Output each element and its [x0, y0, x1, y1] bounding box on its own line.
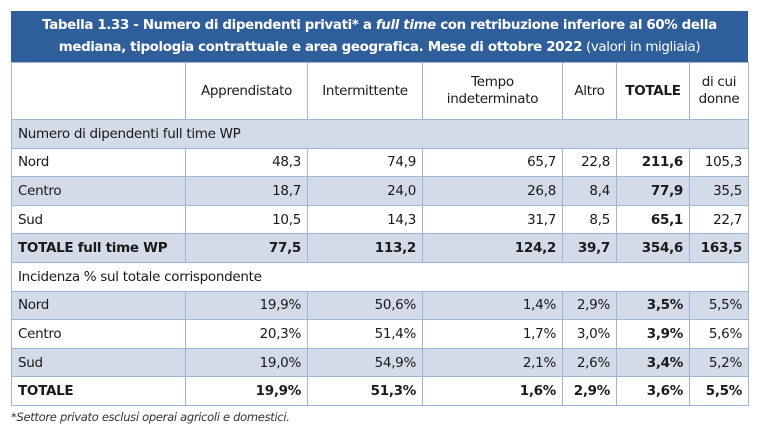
title-unit-note: (valori in migliaia) — [582, 40, 701, 55]
title-text-cont: con retribuzione inferiore al 60% della — [435, 18, 717, 33]
cell: 51,4% — [307, 319, 423, 349]
cell: 105,3 — [689, 147, 749, 178]
col-header-altro: Altro — [562, 62, 617, 120]
section-heading: Numero di dipendenti full time WP — [11, 119, 749, 149]
table-row: Sud 10,5 14,3 31,7 8,5 65,1 22,7 — [11, 204, 749, 235]
cell: 10,5 — [185, 204, 308, 235]
table-row: Centro 20,3% 51,4% 1,7% 3,0% 3,9% 5,6% — [11, 319, 749, 349]
cell: 124,2 — [422, 233, 563, 263]
cell-total: 3,5% — [616, 290, 690, 321]
cell: 19,9% — [185, 376, 308, 406]
col-header-di-cui-donne: di cui donne — [689, 62, 749, 120]
cell: 48,3 — [185, 147, 308, 178]
col-header-empty — [11, 62, 186, 120]
cell-total: 3,9% — [616, 319, 690, 349]
cell-total: 77,9 — [616, 176, 690, 206]
cell: 8,5 — [562, 204, 617, 235]
cell: 1,4% — [422, 290, 563, 321]
row-label: Sud — [11, 347, 186, 378]
footnote: *Settore privato esclusi operai agricoli… — [11, 410, 290, 424]
cell: 3,0% — [562, 319, 617, 349]
cell: 8,4 — [562, 176, 617, 206]
cell: 5,2% — [689, 347, 749, 378]
cell: 163,5 — [689, 233, 749, 263]
title-text-line2: mediana, tipologia contrattuale e area g… — [58, 40, 583, 55]
cell: 2,9% — [562, 376, 617, 406]
data-table: Apprendistato Intermittente Tempo indete… — [11, 62, 749, 406]
col-header-tempo-indeterminato: Tempo indeterminato — [422, 62, 563, 120]
title-line-2: mediana, tipologia contrattuale e area g… — [17, 37, 742, 59]
cell: 2,6% — [562, 347, 617, 378]
row-label: Sud — [11, 204, 186, 235]
title-line-1: Tabella 1.33 - Numero di dipendenti priv… — [17, 15, 742, 37]
cell-total: 3,6% — [616, 376, 690, 406]
cell: 1,6% — [422, 376, 563, 406]
cell: 50,6% — [307, 290, 423, 321]
table-row: Centro 18,7 24,0 26,8 8,4 77,9 35,5 — [11, 176, 749, 206]
title-italic: full time — [375, 18, 436, 33]
cell: 5,5% — [689, 290, 749, 321]
table-container: Tabella 1.33 - Numero di dipendenti priv… — [11, 11, 749, 406]
total-row: TOTALE 19,9% 51,3% 1,6% 2,9% 3,6% 5,5% — [11, 376, 749, 406]
col-header-intermittente: Intermittente — [307, 62, 423, 120]
section-row-numero: Numero di dipendenti full time WP — [11, 119, 749, 149]
cell: 51,3% — [307, 376, 423, 406]
cell: 65,7 — [422, 147, 563, 178]
cell: 19,9% — [185, 290, 308, 321]
row-label: TOTALE — [11, 376, 186, 406]
cell: 54,9% — [307, 347, 423, 378]
title-text: Tabella 1.33 - Numero di dipendenti priv… — [42, 18, 376, 33]
cell: 22,7 — [689, 204, 749, 235]
cell: 26,8 — [422, 176, 563, 206]
cell-total: 354,6 — [616, 233, 690, 263]
col-header-totale: TOTALE — [616, 62, 690, 120]
cell-total: 65,1 — [616, 204, 690, 235]
header-row: Apprendistato Intermittente Tempo indete… — [11, 62, 749, 120]
row-label: TOTALE full time WP — [11, 233, 186, 263]
cell-total: 3,4% — [616, 347, 690, 378]
cell: 31,7 — [422, 204, 563, 235]
row-label: Nord — [11, 290, 186, 321]
cell: 19,0% — [185, 347, 308, 378]
cell: 18,7 — [185, 176, 308, 206]
row-label: Centro — [11, 319, 186, 349]
cell: 35,5 — [689, 176, 749, 206]
cell: 1,7% — [422, 319, 563, 349]
table-row: Nord 48,3 74,9 65,7 22,8 211,6 105,3 — [11, 147, 749, 178]
table-row: Nord 19,9% 50,6% 1,4% 2,9% 3,5% 5,5% — [11, 290, 749, 321]
cell: 113,2 — [307, 233, 423, 263]
col-header-apprendistato: Apprendistato — [185, 62, 308, 120]
cell: 74,9 — [307, 147, 423, 178]
cell: 20,3% — [185, 319, 308, 349]
cell: 14,3 — [307, 204, 423, 235]
cell: 2,1% — [422, 347, 563, 378]
section-row-incidenza: Incidenza % sul totale corrispondente — [11, 261, 749, 292]
total-row: TOTALE full time WP 77,5 113,2 124,2 39,… — [11, 233, 749, 263]
section-heading: Incidenza % sul totale corrispondente — [11, 261, 749, 292]
cell: 77,5 — [185, 233, 308, 263]
row-label: Centro — [11, 176, 186, 206]
cell: 39,7 — [562, 233, 617, 263]
cell: 2,9% — [562, 290, 617, 321]
cell: 22,8 — [562, 147, 617, 178]
cell-total: 211,6 — [616, 147, 690, 178]
table-title: Tabella 1.33 - Numero di dipendenti priv… — [11, 11, 748, 62]
cell: 5,6% — [689, 319, 749, 349]
table-row: Sud 19,0% 54,9% 2,1% 2,6% 3,4% 5,2% — [11, 347, 749, 378]
row-label: Nord — [11, 147, 186, 178]
cell: 24,0 — [307, 176, 423, 206]
cell: 5,5% — [689, 376, 749, 406]
